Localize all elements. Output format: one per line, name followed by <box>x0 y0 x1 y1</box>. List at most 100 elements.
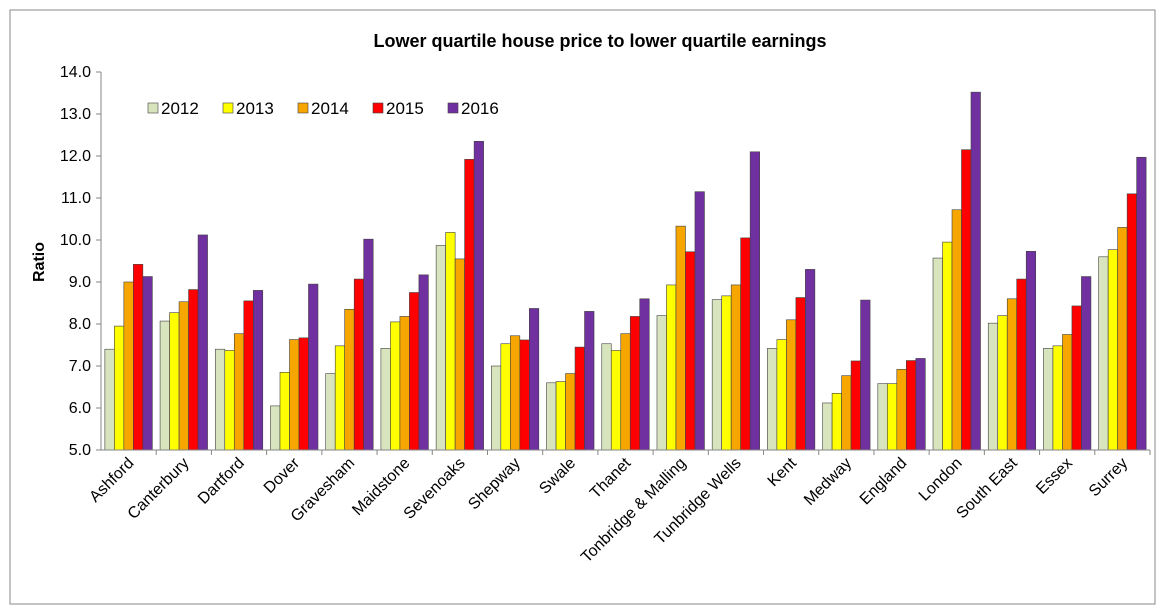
bar <box>197 234 208 451</box>
bar <box>675 225 686 451</box>
bar <box>831 392 842 451</box>
y-tick-label: 11.0 <box>61 190 91 207</box>
bar <box>639 298 650 451</box>
bar <box>850 360 861 451</box>
y-tick-label: 5.0 <box>69 442 91 459</box>
bar <box>776 339 787 451</box>
y-tick-label: 8.0 <box>69 316 91 333</box>
legend-label: 2012 <box>161 99 199 118</box>
bar <box>1107 249 1118 451</box>
bar <box>334 345 345 451</box>
bar <box>1098 256 1109 451</box>
bar <box>610 350 622 451</box>
y-tick-label: 6.0 <box>69 400 91 417</box>
bar <box>399 316 410 451</box>
bar <box>529 308 540 451</box>
bar <box>546 382 557 451</box>
y-tick-label: 7.0 <box>69 358 91 375</box>
bar <box>749 151 760 451</box>
bar <box>740 237 751 451</box>
bar <box>133 264 144 451</box>
bar <box>906 360 917 451</box>
legend-swatch <box>447 102 459 114</box>
bar <box>325 373 336 451</box>
bar <box>656 315 667 451</box>
bar <box>500 343 511 451</box>
bar <box>694 191 705 451</box>
bar <box>1025 251 1037 451</box>
bar <box>214 348 226 451</box>
bar <box>409 292 420 451</box>
bar <box>1071 305 1082 451</box>
bar <box>123 281 134 451</box>
bar <box>666 284 677 451</box>
bar <box>464 159 475 451</box>
bar <box>877 383 888 451</box>
legend-swatch <box>372 102 384 114</box>
legend-label: 2015 <box>386 99 424 118</box>
bar <box>142 276 153 451</box>
bar <box>555 381 566 451</box>
bar <box>279 371 290 451</box>
bar <box>620 333 631 451</box>
bar <box>390 321 401 451</box>
bar <box>270 405 281 451</box>
bar <box>435 245 446 451</box>
bar <box>896 369 907 451</box>
legend-label: 2014 <box>311 99 349 118</box>
y-tick-label: 9.0 <box>69 274 91 291</box>
bar <box>574 346 585 451</box>
bar <box>932 257 943 451</box>
bar <box>1136 156 1147 451</box>
bar <box>353 278 364 451</box>
bar <box>1006 298 1018 451</box>
bar <box>380 348 391 451</box>
bar <box>308 283 319 451</box>
bar <box>445 232 456 451</box>
bar <box>565 373 576 451</box>
legend-label: 2013 <box>236 99 274 118</box>
bar <box>454 258 465 451</box>
bar <box>1016 278 1027 451</box>
bar <box>1117 227 1128 451</box>
bar <box>822 402 833 451</box>
bar <box>942 241 953 451</box>
bar <box>178 301 189 451</box>
bar <box>685 251 696 451</box>
bar <box>298 337 309 451</box>
chart-title: Lower quartile house price to lower quar… <box>373 31 826 51</box>
bar <box>841 375 852 451</box>
bar <box>159 320 170 451</box>
bar <box>951 209 962 451</box>
bar <box>1043 348 1054 451</box>
y-tick-label: 12.0 <box>60 148 91 165</box>
bar <box>915 358 926 451</box>
bar <box>1126 193 1137 451</box>
y-tick-label: 10.0 <box>60 232 91 249</box>
bar <box>584 311 595 451</box>
bar <box>169 312 180 451</box>
bar <box>418 274 429 451</box>
bar <box>114 325 125 451</box>
bar <box>997 315 1008 451</box>
bar <box>1081 276 1092 451</box>
bar <box>104 348 115 451</box>
bar <box>860 299 871 451</box>
bar <box>767 348 778 451</box>
bar <box>243 300 254 451</box>
y-tick-label: 14.0 <box>60 64 91 81</box>
bar <box>961 149 972 451</box>
bar <box>491 365 502 451</box>
bar <box>224 350 235 451</box>
legend-label: 2016 <box>461 99 499 118</box>
legend-swatch <box>297 102 309 114</box>
bar <box>730 284 741 451</box>
bar <box>363 238 374 451</box>
bar <box>1052 345 1063 451</box>
bar <box>510 335 521 451</box>
bar <box>987 322 999 451</box>
bar <box>786 319 797 451</box>
legend-swatch <box>222 102 234 114</box>
bar <box>721 295 732 451</box>
